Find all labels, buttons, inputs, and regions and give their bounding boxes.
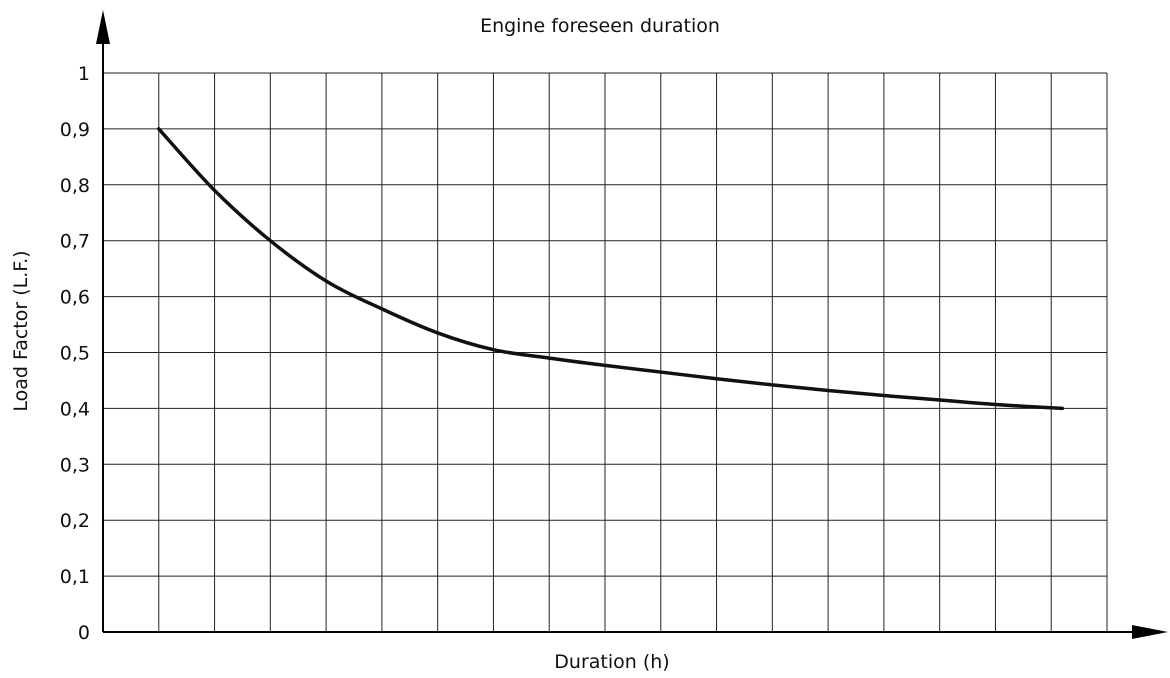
- y-tick-label: 0,3: [60, 454, 90, 476]
- axes: [96, 10, 1168, 639]
- chart-title: Engine foreseen duration: [480, 15, 720, 37]
- y-axis-arrow: [96, 10, 110, 44]
- y-tick-label: 0,6: [60, 287, 90, 309]
- y-tick-label: 0,5: [60, 343, 90, 365]
- y-tick-label: 0,7: [60, 231, 90, 253]
- series: [157, 127, 1065, 411]
- series-line: [157, 127, 1065, 411]
- y-tick-labels: 0 0,1 0,2 0,3 0,4 0,5 0,6 0,7 0,8 0,9 1: [60, 63, 90, 644]
- y-tick-label: 0: [78, 622, 90, 644]
- y-tick-label: 1: [78, 63, 90, 85]
- y-tick-label: 0,8: [60, 175, 90, 197]
- y-tick-label: 0,4: [60, 398, 90, 420]
- y-tick-label: 0,9: [60, 119, 90, 141]
- x-axis-arrow: [1132, 625, 1168, 639]
- grid: [103, 72, 1108, 632]
- y-axis-title: Load Factor (L.F.): [10, 250, 32, 411]
- x-axis-title: Duration (h): [554, 651, 669, 673]
- y-tick-label: 0,2: [60, 510, 90, 532]
- y-tick-label: 0,1: [60, 566, 90, 588]
